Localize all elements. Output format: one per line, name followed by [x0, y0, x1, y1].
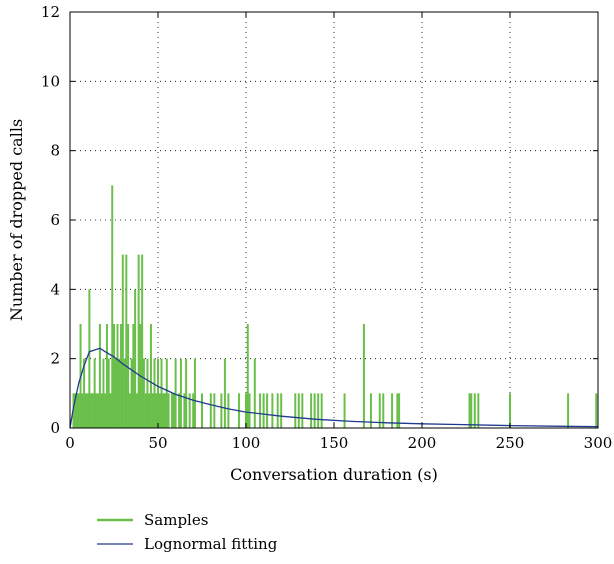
samples-bars [72, 185, 598, 428]
y-tick-label: 12 [41, 3, 60, 21]
y-tick-label: 6 [50, 211, 60, 229]
legend-label-samples: Samples [144, 511, 208, 529]
legend-label-lognormal: Lognormal fitting [144, 535, 278, 553]
y-tick-label: 0 [50, 419, 60, 437]
x-tick-label: 100 [232, 434, 261, 452]
x-tick-label: 200 [408, 434, 437, 452]
x-axis-label: Conversation duration (s) [230, 465, 438, 484]
y-tick-label: 2 [50, 350, 60, 368]
y-tick-label: 4 [50, 280, 60, 298]
legend: Samples Lognormal fitting [97, 511, 278, 553]
x-tick-label: 50 [148, 434, 167, 452]
lognormal-fit-line [69, 347, 599, 429]
y-tick-label: 8 [50, 142, 60, 160]
axis-ticks: 0 50 100 150 200 250 300 0 2 4 6 8 10 12 [41, 3, 612, 452]
y-axis-label: Number of dropped calls [7, 119, 26, 321]
x-tick-label: 0 [65, 434, 75, 452]
x-tick-label: 250 [496, 434, 525, 452]
grid [70, 12, 598, 428]
plot-frame [69, 11, 599, 429]
y-tick-label: 10 [41, 72, 60, 90]
x-tick-label: 150 [320, 434, 349, 452]
x-tick-label: 300 [584, 434, 613, 452]
